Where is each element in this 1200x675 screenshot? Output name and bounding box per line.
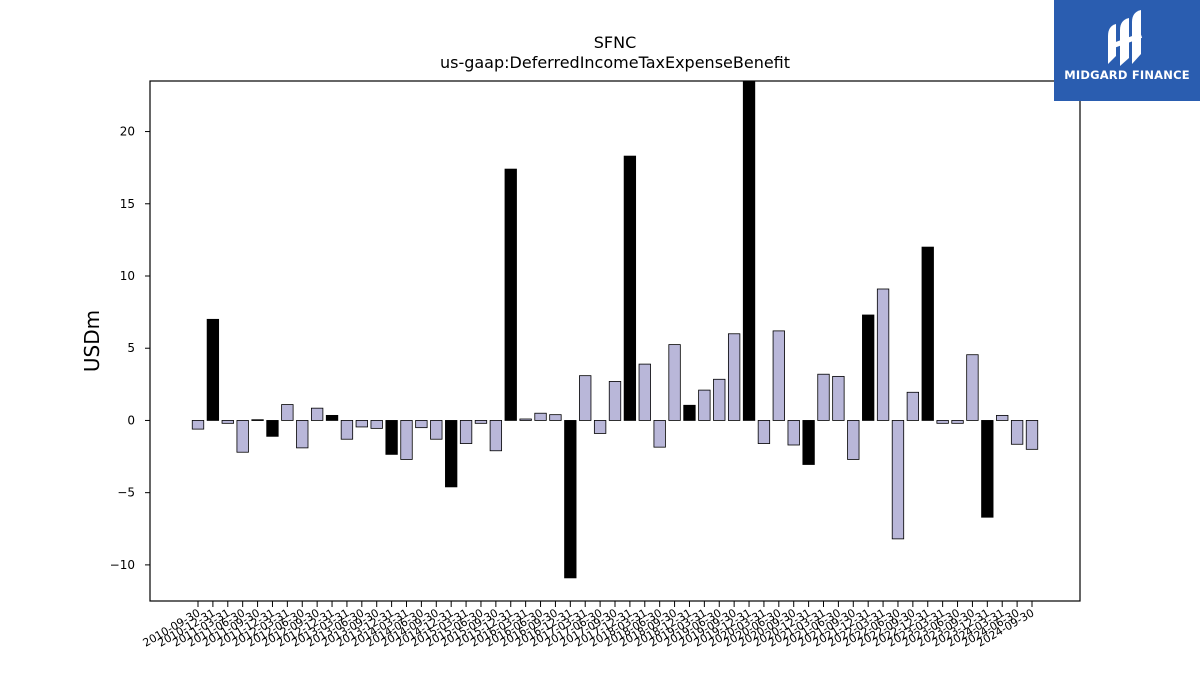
bar-2012-09-30 [310,407,324,421]
bar-2024-06-30 [1010,420,1024,445]
bar-2017-09-30 [608,381,622,421]
bar-2013-06-30 [355,420,368,428]
bar-2012-06-30 [296,420,309,449]
y-tick-label: 0 [127,413,135,427]
bar-2019-09-30 [727,333,741,421]
bar-2016-09-30 [549,414,562,421]
chart-subtitle: us-gaap:DeferredIncomeTaxExpenseBenefit [440,53,790,72]
bar-2011-03-31 [221,420,234,424]
bar-2011-09-30 [251,419,264,421]
brand-name: MIDGARD FINANCE [1064,68,1190,82]
bar-2020-03-31 [757,420,771,444]
bar-2012-12-31 [325,414,339,421]
brand-logo: MIDGARD FINANCE [1054,0,1200,101]
y-axis: −10 −5 0 5 10 15 20 [110,125,150,572]
y-axis-label: USDm [80,310,104,372]
bar-2011-06-30 [236,420,249,453]
bar-2023-09-30 [966,354,979,421]
bar-2018-09-30 [668,344,681,421]
bar-2021-06-30 [832,375,845,421]
bar-2014-09-30 [430,420,443,440]
bars-group [191,80,1039,579]
y-tick-label: 5 [127,341,135,355]
y-tick-label: 15 [120,197,135,211]
y-tick-label: 10 [120,269,135,283]
bar-2015-06-30 [474,420,488,424]
bar-2014-03-31 [400,420,413,460]
bar-2014-12-31 [445,420,458,488]
bar-2020-06-30 [772,330,785,421]
bar-2015-03-31 [459,420,473,444]
bar-2015-09-30 [489,420,503,452]
bar-2013-09-30 [370,420,383,429]
y-tick-label: −5 [117,486,135,500]
bar-2018-03-31 [638,363,651,421]
bar-2020-12-31 [802,420,815,465]
bar-2016-06-30 [534,412,547,421]
brand-mark-icon [1108,10,1143,66]
bar-2022-06-30 [891,420,905,540]
bar-2022-12-31 [921,246,934,421]
bar-2019-03-31 [698,389,711,421]
bar-2014-06-30 [415,420,428,429]
bar-2023-03-31 [936,420,949,424]
bar-2013-12-31 [385,420,398,455]
bar-2017-06-30 [593,420,607,434]
chart-title: SFNC [594,33,637,52]
bar-2018-12-31 [683,404,696,421]
bar-2016-12-31 [564,420,577,579]
bar-2021-12-31 [862,314,875,421]
bar-2010-12-31 [206,318,220,421]
bar-2017-12-31 [623,155,637,421]
bar-2021-09-30 [847,420,860,460]
bar-2010-09-30 [191,420,205,430]
bar-2013-03-31 [340,420,354,440]
bar-2020-09-30 [787,420,800,446]
bar-2019-06-30 [713,378,726,421]
bar-2023-06-30 [951,420,964,424]
bar-2015-12-31 [504,168,517,421]
plot-frame [149,80,1081,602]
bar-2022-03-31 [876,288,890,421]
y-tick-label: −10 [110,558,135,572]
bar-2024-09-30 [1025,420,1039,450]
bar-2016-03-31 [519,418,532,421]
bar-2011-12-31 [266,420,279,437]
bar-2018-06-30 [653,420,666,448]
x-axis: 2010-09-302010-12-312011-03-312011-06-30… [141,601,1037,650]
bar-2017-03-31 [579,375,592,421]
bar-2019-12-31 [742,80,756,421]
y-tick-label: 20 [120,125,135,139]
bar-2024-03-31 [996,414,1009,421]
bar-2021-03-31 [817,373,830,421]
bar-2023-12-31 [981,420,994,518]
bar-2022-09-30 [906,391,920,421]
bar-2012-03-31 [281,404,294,421]
